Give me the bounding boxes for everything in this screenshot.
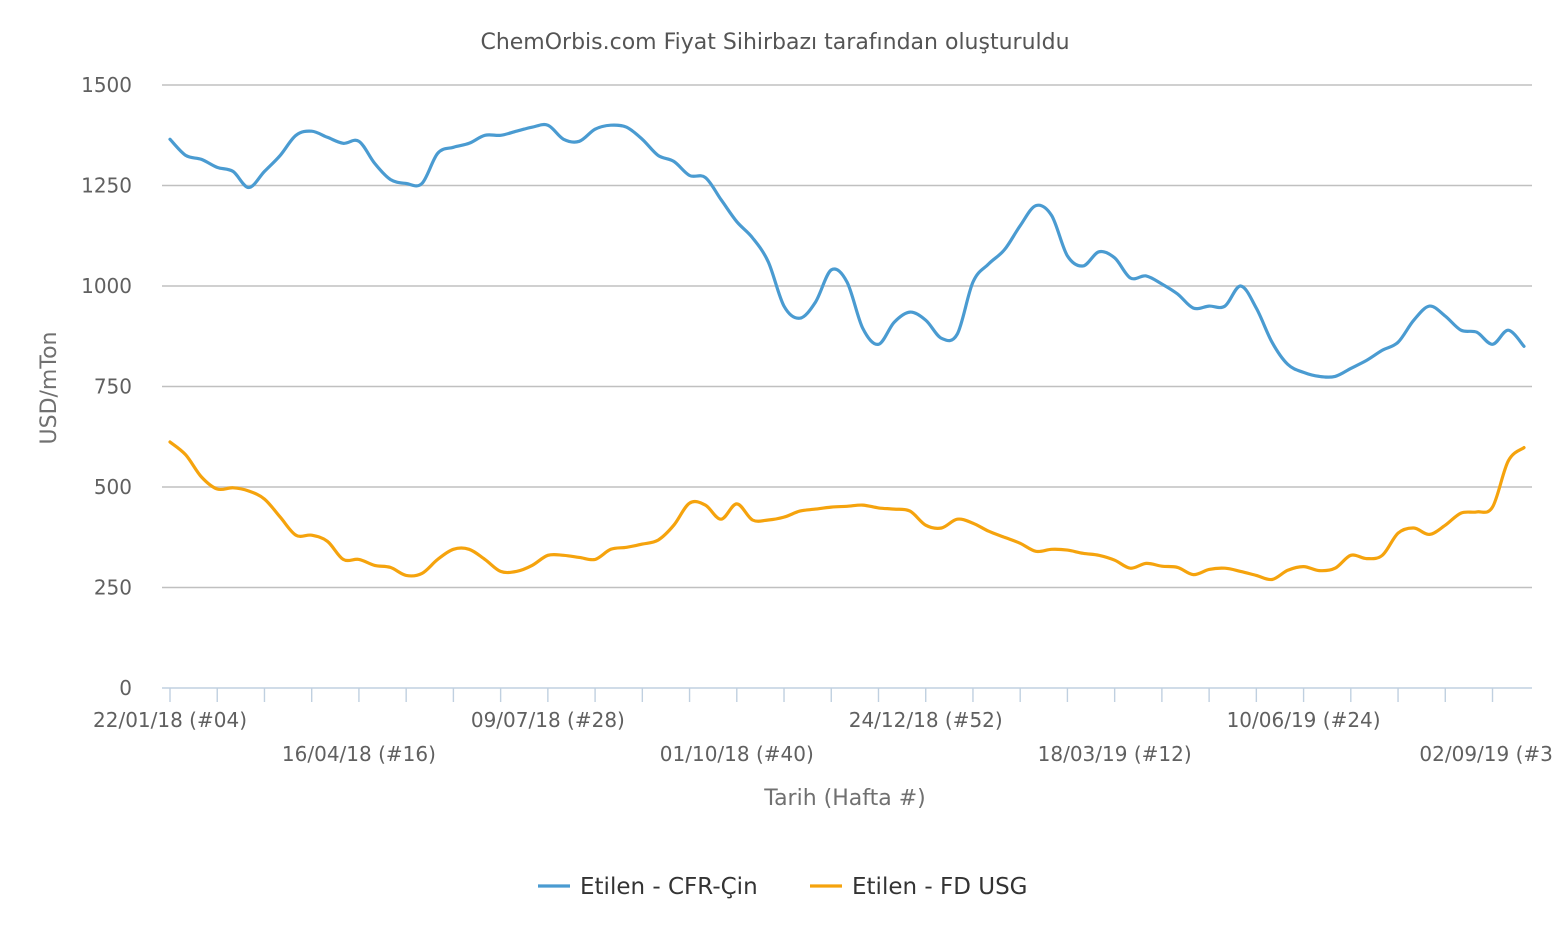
y-tick-label: 1000 [81,274,132,298]
legend-item[interactable]: Etilen - FD USG [810,874,1028,900]
x-tick-label: 01/10/18 (#40) [660,742,814,766]
series-lines [168,122,1526,582]
x-tick-label: 02/09/19 (#36 [1419,742,1552,766]
y-tick-label: 1500 [81,73,132,97]
y-tick-label: 500 [94,475,132,499]
y-axis-ticks: 0 250 500 750 1000 1250 1500 [81,73,132,700]
x-tick-label: 18/03/19 (#12) [1038,742,1192,766]
legend-label: Etilen - CFR-Çin [580,874,758,900]
legend-item[interactable]: Etilen - CFR-Çin [538,874,758,900]
x-axis: 22/01/18 (#04) 16/04/18 (#16) 09/07/18 (#2… [93,687,1552,766]
x-tick-label: 10/06/19 (#24) [1227,708,1381,732]
y-tick-label: 750 [94,375,132,399]
y-tick-label: 1250 [81,174,132,198]
series-line-2 [168,440,1526,582]
y-tick-label: 0 [119,676,132,700]
y-axis-title: USD/mTon [37,332,62,445]
x-tick-label: 16/04/18 (#16) [282,742,436,766]
chart-title: ChemOrbis.com Fiyat Sihirbazı tarafından… [480,30,1069,55]
x-tick-label: 09/07/18 (#28) [471,708,625,732]
x-tick-label: 24/12/18 (#52) [849,708,1003,732]
legend: Etilen - CFR-Çin Etilen - FD USG [538,874,1028,900]
legend-label: Etilen - FD USG [852,874,1028,900]
x-axis-title: Tarih (Hafta #) [763,786,925,811]
grid-lines [162,84,1532,589]
x-tick-label: 22/01/18 (#04) [93,708,247,732]
y-tick-label: 250 [94,576,132,600]
series-line-1 [168,122,1526,379]
